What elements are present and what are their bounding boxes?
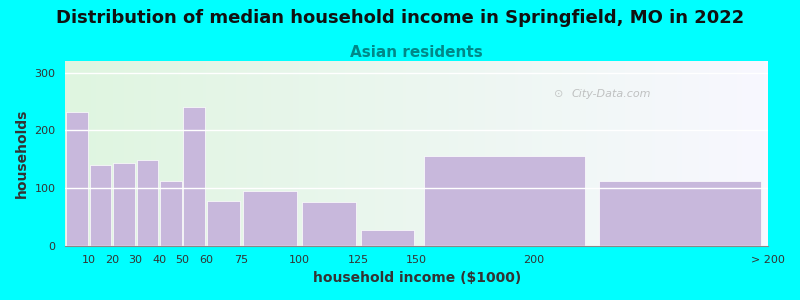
Bar xyxy=(137,160,158,246)
Bar xyxy=(424,156,586,246)
Bar xyxy=(302,202,356,246)
Bar xyxy=(361,230,414,246)
Title: Asian residents: Asian residents xyxy=(350,45,483,60)
Bar xyxy=(66,112,88,246)
Bar xyxy=(243,191,298,246)
X-axis label: household income ($1000): household income ($1000) xyxy=(313,271,521,285)
Bar xyxy=(113,163,134,246)
Y-axis label: households: households xyxy=(15,109,29,198)
Bar xyxy=(160,181,182,246)
Bar xyxy=(599,181,761,246)
Bar xyxy=(183,107,205,246)
Text: ⊙: ⊙ xyxy=(554,89,563,99)
Bar xyxy=(90,165,111,246)
Bar xyxy=(207,201,240,246)
Text: Distribution of median household income in Springfield, MO in 2022: Distribution of median household income … xyxy=(56,9,744,27)
Text: City-Data.com: City-Data.com xyxy=(571,89,651,99)
